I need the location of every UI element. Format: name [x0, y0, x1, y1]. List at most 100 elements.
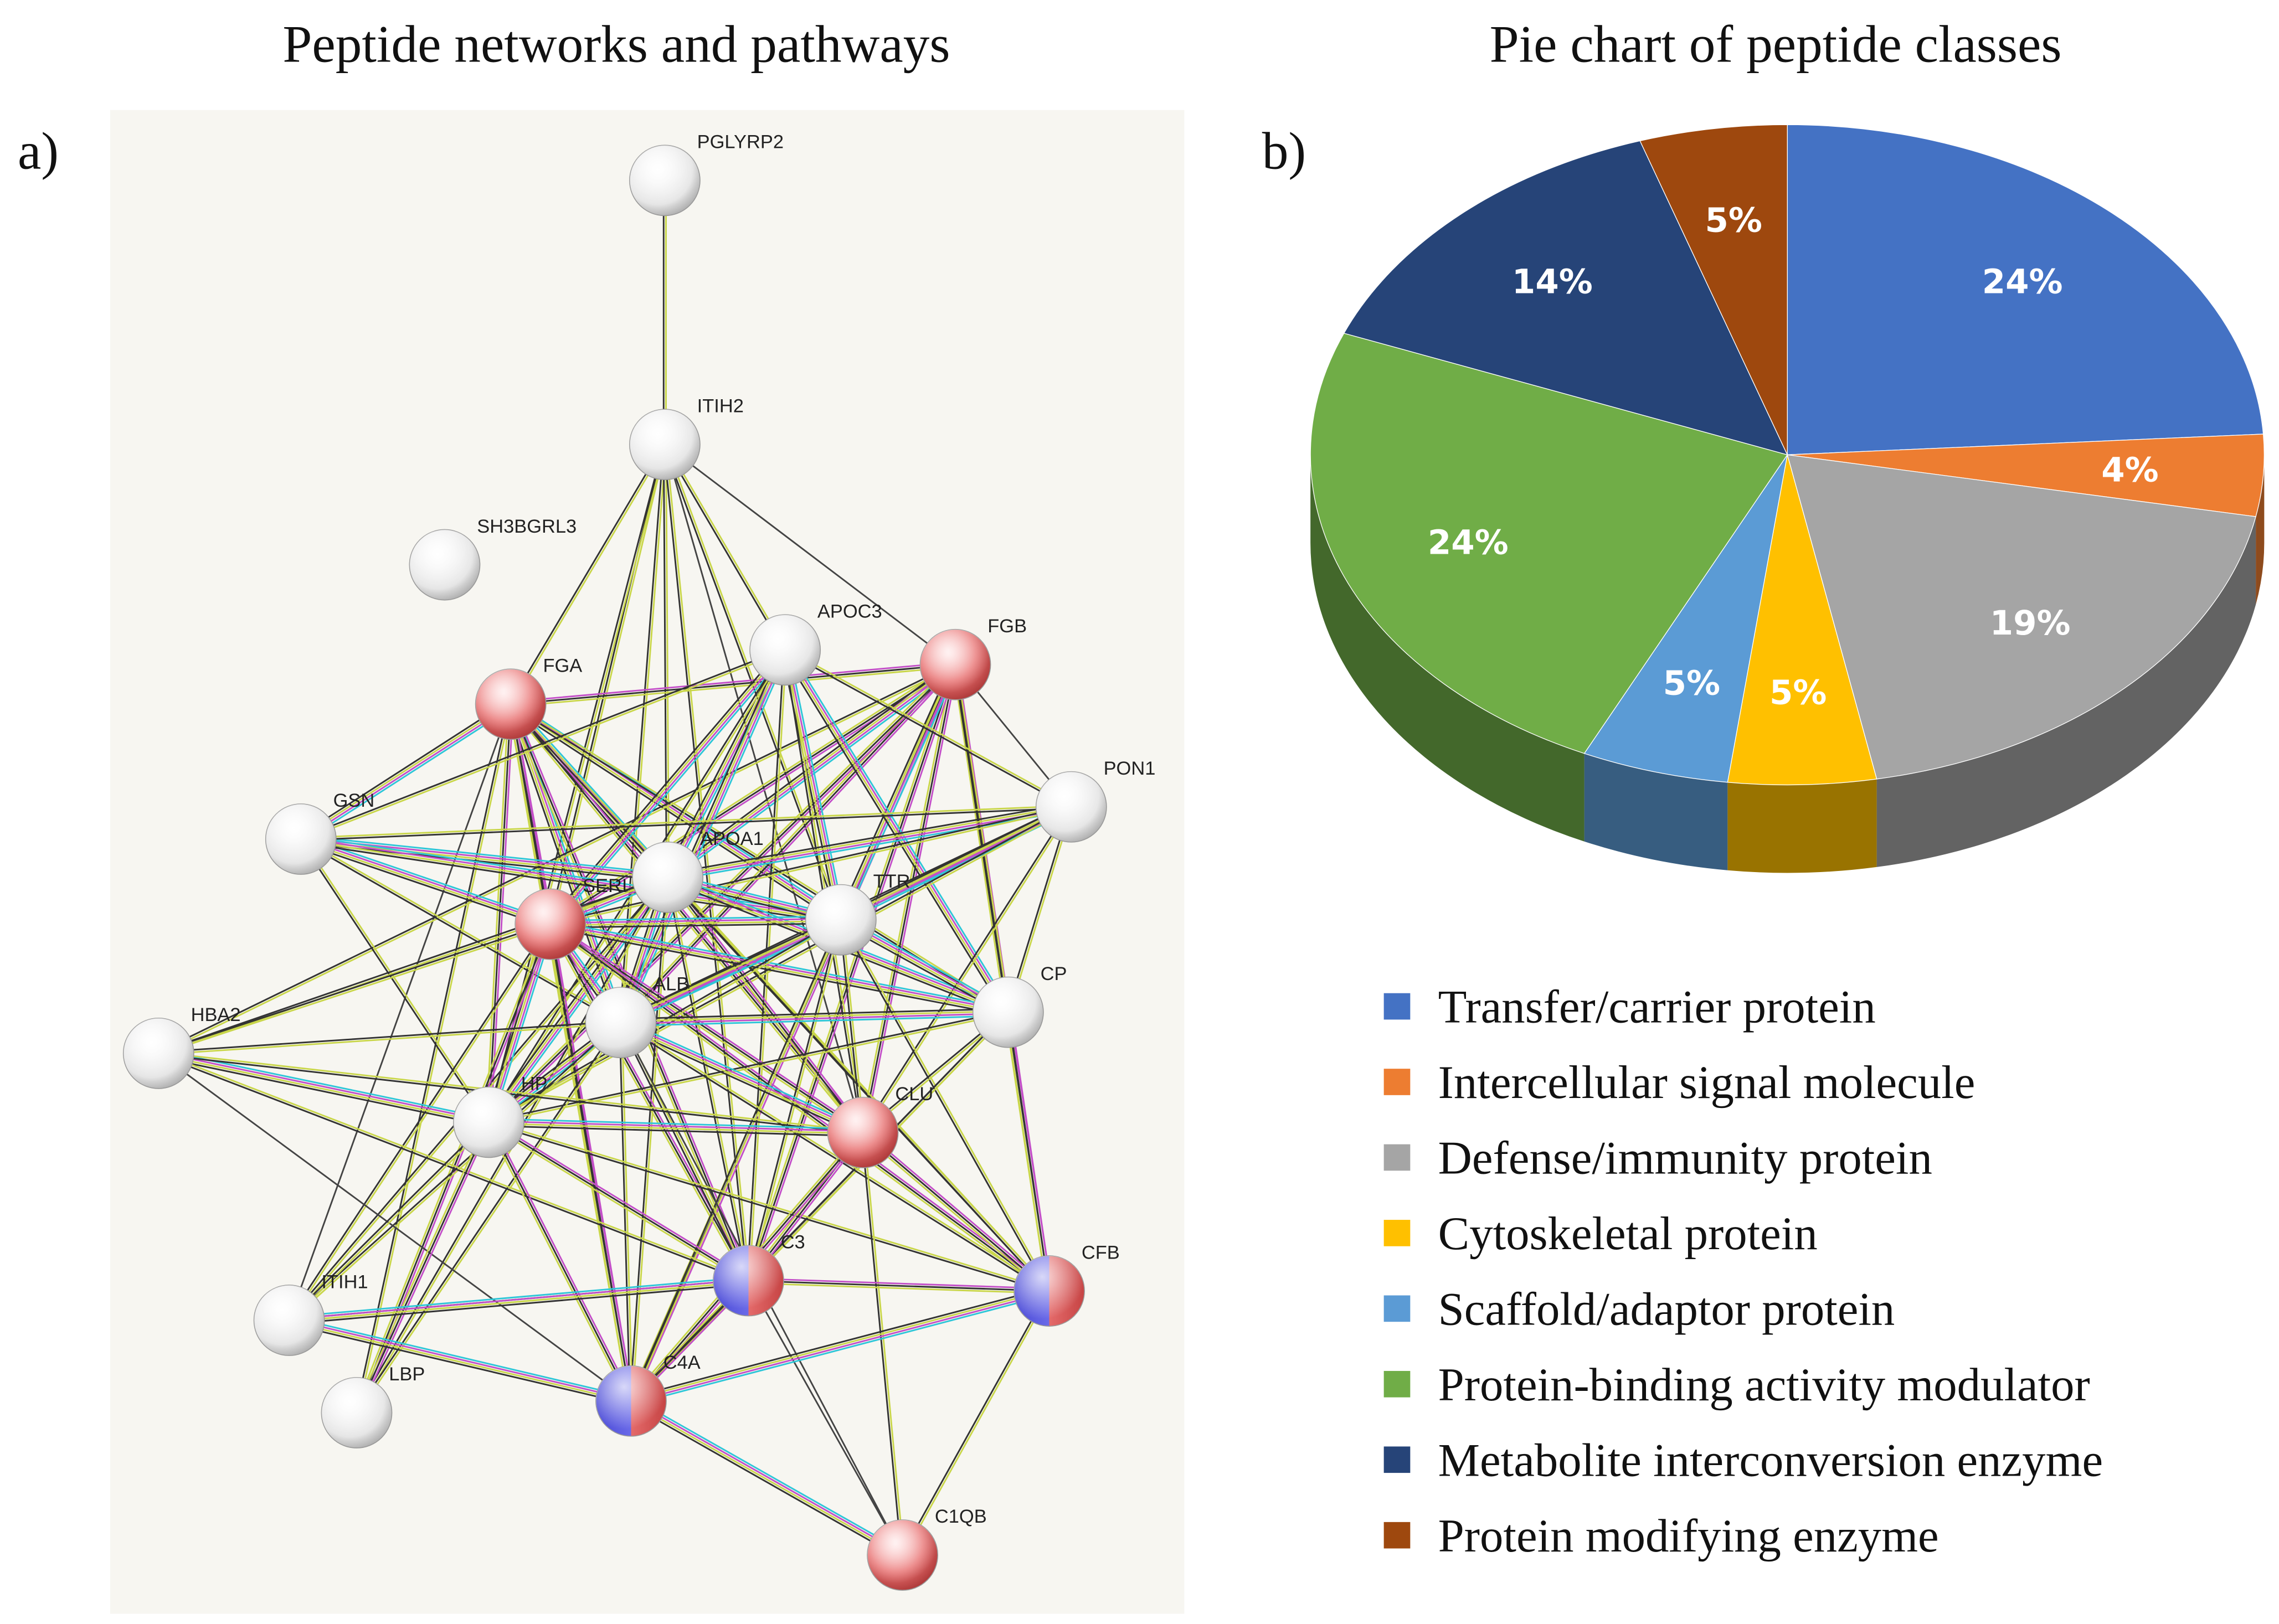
edge — [630, 1289, 1050, 1401]
edge — [620, 917, 841, 1023]
edge — [488, 1122, 863, 1135]
edge — [665, 443, 787, 650]
edge — [550, 922, 1009, 1012]
edge — [510, 704, 841, 922]
legend-swatch — [1383, 1295, 1411, 1322]
node-shine — [629, 409, 700, 480]
edge — [781, 651, 1006, 1015]
edge — [785, 648, 1073, 807]
edge — [549, 924, 749, 1281]
edge — [353, 1121, 487, 1412]
edge — [547, 647, 783, 923]
edge — [287, 923, 551, 1321]
edge — [663, 445, 785, 651]
edge — [357, 704, 513, 1414]
slice-side — [1876, 517, 2256, 867]
edge — [488, 1118, 863, 1130]
edge — [841, 919, 865, 1133]
edge — [621, 1018, 865, 1130]
edge — [631, 920, 843, 1402]
edge — [839, 920, 1049, 1292]
edge — [619, 916, 840, 1020]
node-shine — [632, 842, 703, 912]
edge — [620, 1023, 863, 1135]
edge — [841, 919, 1051, 1291]
edge — [664, 444, 956, 666]
edge — [903, 1291, 1051, 1556]
slice-label: 5% — [1769, 673, 1827, 713]
edge — [158, 922, 551, 1053]
slice-label: 4% — [2101, 450, 2158, 489]
edge — [301, 704, 512, 841]
edge — [748, 1277, 1050, 1290]
edge — [621, 1015, 1009, 1027]
edge — [299, 839, 488, 1123]
edge — [158, 1051, 490, 1122]
edge — [843, 666, 960, 922]
edge — [301, 650, 786, 841]
legend-swatch — [1383, 1069, 1411, 1095]
edge — [620, 1012, 1009, 1025]
edge — [665, 444, 750, 1281]
edge — [552, 924, 635, 1401]
edge — [783, 650, 1008, 1014]
edge — [1009, 807, 1073, 1013]
edge — [620, 1010, 1009, 1023]
edge — [631, 1399, 904, 1555]
edge — [838, 920, 863, 1133]
edge — [864, 664, 959, 1133]
node-label: CLU — [895, 1084, 933, 1105]
edge — [861, 806, 1071, 1133]
slice — [1639, 124, 1788, 455]
edge — [629, 1011, 1008, 1401]
node-shine — [1036, 771, 1107, 842]
edge — [299, 700, 510, 837]
slice — [1583, 454, 1788, 783]
node-shine — [265, 803, 336, 875]
edge — [863, 1130, 1052, 1290]
node-label: SERI — [583, 875, 627, 896]
edge — [1005, 1012, 1048, 1292]
edge — [487, 876, 668, 1122]
edge — [619, 1022, 748, 1282]
edge — [490, 1121, 634, 1401]
edge — [745, 663, 954, 1281]
edge — [1010, 1012, 1053, 1291]
slice-side — [1584, 753, 1728, 870]
edge — [787, 647, 1012, 1011]
edge — [301, 835, 552, 922]
legend-label: Cytoskeletal protein — [1438, 1208, 1818, 1260]
edge — [299, 842, 550, 929]
edge — [300, 842, 841, 924]
slice-side — [1727, 779, 1877, 873]
edge — [550, 924, 1009, 1014]
node-shine — [920, 629, 991, 700]
panel-label: a) — [18, 122, 59, 181]
edge — [667, 807, 1072, 879]
edge — [666, 877, 748, 1281]
edge — [629, 877, 668, 1401]
edge — [630, 1287, 1049, 1399]
edge — [621, 1020, 1051, 1291]
node-shine — [409, 529, 480, 600]
edge — [955, 664, 1010, 1013]
node-label: C1QB — [935, 1506, 987, 1527]
edge — [748, 1282, 1050, 1295]
edge — [158, 1020, 621, 1053]
node-shine — [515, 889, 586, 960]
edge — [287, 1121, 488, 1321]
edge — [620, 1023, 1050, 1293]
edge — [862, 1132, 1050, 1292]
legend-label: Metabolite interconversion enzyme — [1438, 1434, 2103, 1486]
edge — [630, 1401, 903, 1557]
edge — [668, 810, 1072, 882]
edge — [289, 1318, 632, 1401]
edge — [621, 922, 843, 1027]
edge — [490, 704, 514, 1123]
node-label: C3 — [781, 1232, 805, 1253]
edge — [665, 661, 954, 875]
edge — [548, 662, 955, 923]
edge — [629, 1403, 902, 1559]
pie-title: Pie chart of peptide classes — [1490, 14, 2062, 73]
edge — [623, 651, 789, 1024]
